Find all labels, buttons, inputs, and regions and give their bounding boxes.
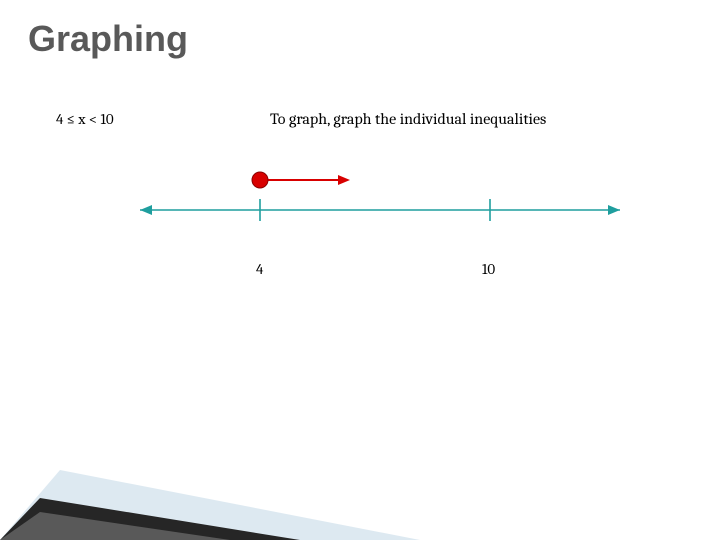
instruction-text: To graph, graph the individual inequalit… <box>270 110 546 128</box>
inequality-expression: 4 ≤ x < 10 <box>56 110 114 128</box>
tick-label: 4 <box>256 260 263 278</box>
slide: Graphing 4 ≤ x < 10 To graph, graph the … <box>0 0 720 540</box>
numberline-diagram <box>120 140 640 280</box>
page-title: Graphing <box>28 18 188 60</box>
tick-label: 10 <box>482 260 495 278</box>
